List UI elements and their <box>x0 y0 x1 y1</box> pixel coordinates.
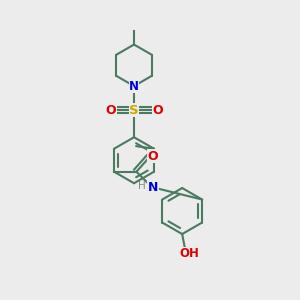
Text: O: O <box>152 103 163 117</box>
Text: O: O <box>105 103 116 117</box>
Text: S: S <box>129 103 139 117</box>
Text: H: H <box>138 181 146 191</box>
Text: O: O <box>148 150 158 163</box>
Text: N: N <box>129 80 139 93</box>
Text: N: N <box>148 181 158 194</box>
Text: OH: OH <box>179 248 199 260</box>
